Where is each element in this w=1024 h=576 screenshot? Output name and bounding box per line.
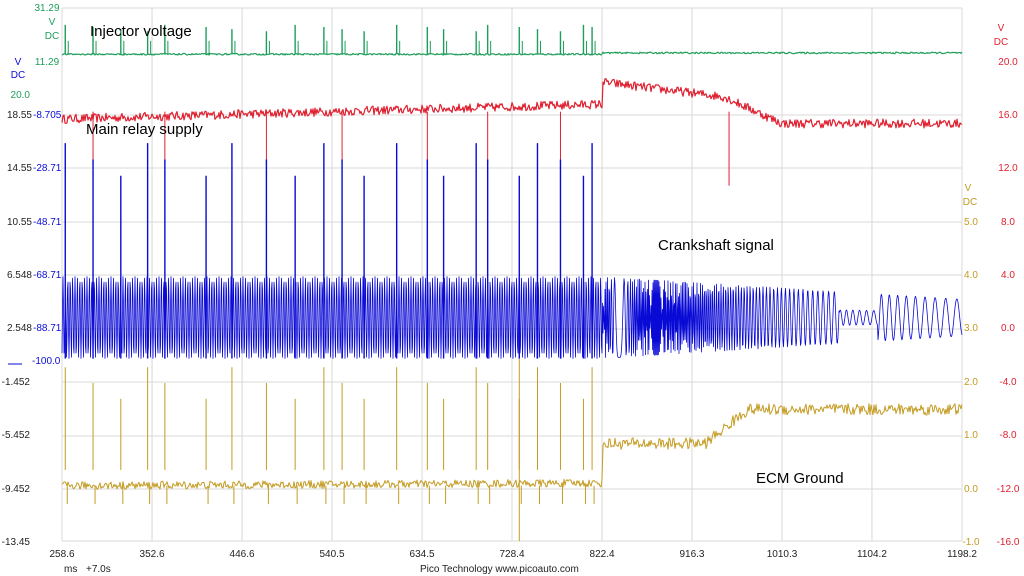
- red-axis-sub: DC: [994, 37, 1008, 48]
- dark-tick-label: 2.548: [7, 323, 32, 334]
- gold-tick-label: 3.0: [964, 323, 978, 334]
- x-tick-label: 446.6: [230, 549, 255, 560]
- red-tick-label: 4.0: [1001, 270, 1015, 281]
- source-credit: Pico Technology www.picoauto.com: [420, 564, 579, 575]
- x-tick-label: 1198.2: [947, 549, 977, 560]
- red-axis-unit: V: [998, 23, 1005, 34]
- x-tick-label: 352.6: [140, 549, 165, 560]
- x-tick-label: 540.5: [320, 549, 345, 560]
- gold-tick-label: 1.0: [964, 430, 978, 441]
- blue-tick-label: -100.0: [32, 356, 61, 367]
- series-main-relay-supply: [61, 78, 963, 129]
- red-tick-label: -8.0: [999, 430, 1017, 441]
- series-ecm-ground: [61, 403, 963, 490]
- gold-axis-unit: V: [965, 183, 972, 194]
- red-tick-label: -12.0: [997, 484, 1020, 495]
- green-axis-unit: V: [49, 17, 56, 28]
- grid: [61, 7, 963, 542]
- axes: 258.6 352.6 446.6 540.5 634.5 728.4 822.4 916.3…: [2, 3, 1020, 560]
- green-tick-label: 20.0: [11, 90, 31, 101]
- green-tick-label: 31.29: [34, 3, 59, 14]
- blue-tick-label: -28.71: [33, 163, 62, 174]
- dark-tick-label: 14.55: [7, 163, 32, 174]
- x-tick-label: 258.6: [49, 549, 74, 560]
- series-crankshaft-signal: [61, 276, 963, 359]
- blue-tick-label: -8.705: [33, 110, 62, 121]
- x-tick-label: 1010.3: [767, 549, 798, 560]
- x-tick-label: 916.3: [679, 549, 704, 560]
- red-tick-label: -16.0: [997, 537, 1020, 548]
- gold-tick-label: 2.0: [964, 377, 978, 388]
- x-tick-label: 634.5: [410, 549, 435, 560]
- x-unit-label: ms: [64, 564, 77, 575]
- dark-tick-label: 6.548: [7, 270, 32, 281]
- red-tick-label: 20.0: [998, 57, 1018, 68]
- gold-tick-label: -1.0: [962, 537, 980, 548]
- blue-axis-sub: DC: [11, 70, 25, 81]
- x-tick-label: 728.4: [499, 549, 524, 560]
- annotation-injector-voltage: Injector voltage: [90, 23, 192, 40]
- annotation-main-relay-supply: Main relay supply: [86, 121, 203, 138]
- series-injector-voltage: [61, 51, 963, 56]
- green-tick-label: 11.29: [35, 57, 60, 68]
- red-tick-label: 12.0: [998, 163, 1018, 174]
- dark-tick-label: 10.55: [7, 217, 32, 228]
- traces: [61, 24, 963, 541]
- gold-tick-label: 0.0: [964, 484, 978, 495]
- dark-tick-label: -9.452: [2, 484, 31, 495]
- x-tick-label: 1104.2: [857, 549, 887, 560]
- annotation-ecm-ground: ECM Ground: [756, 470, 844, 487]
- dark-tick-label: 18.55: [7, 110, 32, 121]
- red-tick-label: -4.0: [999, 377, 1017, 388]
- red-tick-label: 8.0: [1001, 217, 1015, 228]
- green-axis-sub: DC: [45, 31, 59, 42]
- dark-tick-label: -1.452: [2, 377, 31, 388]
- gold-tick-label: 5.0: [964, 217, 978, 228]
- blue-tick-label: -48.71: [33, 217, 62, 228]
- red-tick-label: 0.0: [1001, 323, 1015, 334]
- blue-tick-label: -68.71: [33, 270, 62, 281]
- dark-tick-label: -5.452: [2, 430, 31, 441]
- blue-axis-unit: V: [15, 57, 22, 68]
- gold-tick-label: 4.0: [964, 270, 978, 281]
- x-tick-label: 822.4: [590, 549, 615, 560]
- red-tick-label: 16.0: [998, 110, 1018, 121]
- annotation-crankshaft-signal: Crankshaft signal: [658, 237, 774, 254]
- dark-tick-label: -13.45: [2, 537, 31, 548]
- gold-axis-sub: DC: [963, 197, 977, 208]
- x-offset-label: +7.0s: [86, 564, 111, 575]
- blue-tick-label: -88.71: [33, 323, 62, 334]
